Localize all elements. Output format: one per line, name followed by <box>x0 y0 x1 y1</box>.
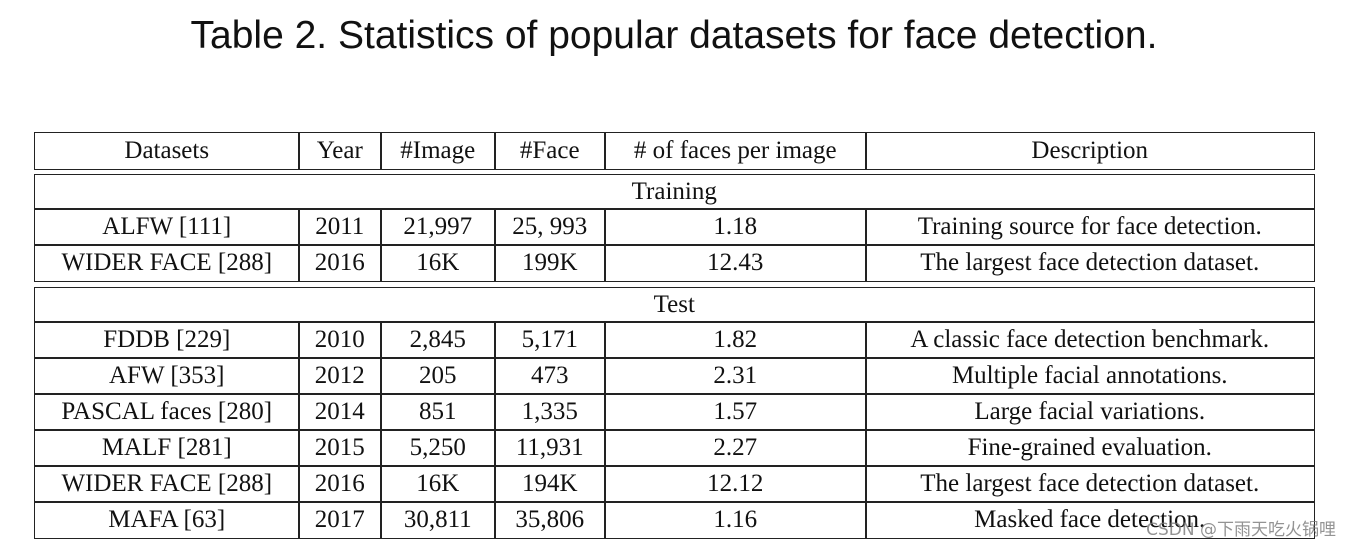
table-cell: 30,811 <box>380 501 496 539</box>
table-cell: 2010 <box>298 321 382 359</box>
table-cell: 16K <box>380 244 496 282</box>
table-cell: 2016 <box>298 244 382 282</box>
table-cell: Training source for face detection. <box>865 208 1315 246</box>
table-title: Table 2. Statistics of popular datasets … <box>190 14 1158 57</box>
table-cell: 12.12 <box>604 465 867 503</box>
column-header: #Face <box>494 132 606 170</box>
table-cell: The largest face detection dataset. <box>865 465 1315 503</box>
table-cell: 1.18 <box>604 208 867 246</box>
table-cell: AFW [353] <box>34 357 300 395</box>
table-cell: 11,931 <box>494 429 606 467</box>
column-header: #Image <box>380 132 496 170</box>
table-cell: MALF [281] <box>34 429 300 467</box>
table-cell: 1.82 <box>604 321 867 359</box>
table-cell: 5,171 <box>494 321 606 359</box>
column-header: Year <box>298 132 382 170</box>
column-header: # of faces per image <box>604 132 867 170</box>
table-cell: 1.57 <box>604 393 867 431</box>
table-cell: 2016 <box>298 465 382 503</box>
table-cell: FDDB [229] <box>34 321 300 359</box>
column-header: Datasets <box>34 132 300 170</box>
table-cell: 2011 <box>298 208 382 246</box>
table-cell: Fine-grained evaluation. <box>865 429 1315 467</box>
table-cell: 2015 <box>298 429 382 467</box>
table-cell: 2017 <box>298 501 382 539</box>
table-cell: 851 <box>380 393 496 431</box>
table-cell: 194K <box>494 465 606 503</box>
table-cell: Multiple facial annotations. <box>865 357 1315 395</box>
table-cell: 16K <box>380 465 496 503</box>
table-cell: MAFA [63] <box>34 501 300 539</box>
table-cell: 205 <box>380 357 496 395</box>
column-header: Description <box>865 132 1315 170</box>
table-cell: ALFW [111] <box>34 208 300 246</box>
table-cell: Masked face detection. <box>865 501 1315 539</box>
table-cell: 473 <box>494 357 606 395</box>
table-cell: 2.27 <box>604 429 867 467</box>
table-cell: 199K <box>494 244 606 282</box>
table-cell: 2,845 <box>380 321 496 359</box>
table-cell: 2.31 <box>604 357 867 395</box>
table-cell: The largest face detection dataset. <box>865 244 1315 282</box>
section-label: Test <box>34 287 1315 323</box>
table-cell: 5,250 <box>380 429 496 467</box>
table-cell: Large facial variations. <box>865 393 1315 431</box>
table-cell: 25, 993 <box>494 208 606 246</box>
table-cell: 2014 <box>298 393 382 431</box>
table-cell: 35,806 <box>494 501 606 539</box>
table-cell: A classic face detection benchmark. <box>865 321 1315 359</box>
table-cell: PASCAL faces [280] <box>34 393 300 431</box>
table-cell: WIDER FACE [288] <box>34 465 300 503</box>
section-label: Training <box>34 174 1315 210</box>
table-cell: 21,997 <box>380 208 496 246</box>
table-cell: 12.43 <box>604 244 867 282</box>
table-cell: 1,335 <box>494 393 606 431</box>
table-cell: 2012 <box>298 357 382 395</box>
table-cell: WIDER FACE [288] <box>34 244 300 282</box>
watermark: CSDN @下雨天吃火锅哩 <box>1146 520 1336 540</box>
table-cell: 1.16 <box>604 501 867 539</box>
